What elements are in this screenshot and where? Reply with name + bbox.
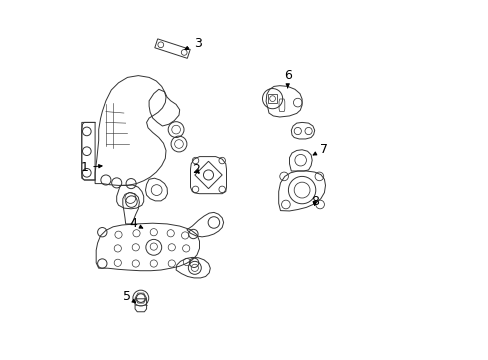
Text: 2: 2 <box>192 163 200 176</box>
Text: 4: 4 <box>129 217 142 230</box>
Bar <box>268 94 276 103</box>
Text: 5: 5 <box>123 291 135 303</box>
Text: 3: 3 <box>184 37 201 50</box>
Text: 6: 6 <box>283 69 291 88</box>
Text: 7: 7 <box>312 143 327 156</box>
Text: 1: 1 <box>80 161 102 174</box>
Text: 8: 8 <box>310 195 318 208</box>
